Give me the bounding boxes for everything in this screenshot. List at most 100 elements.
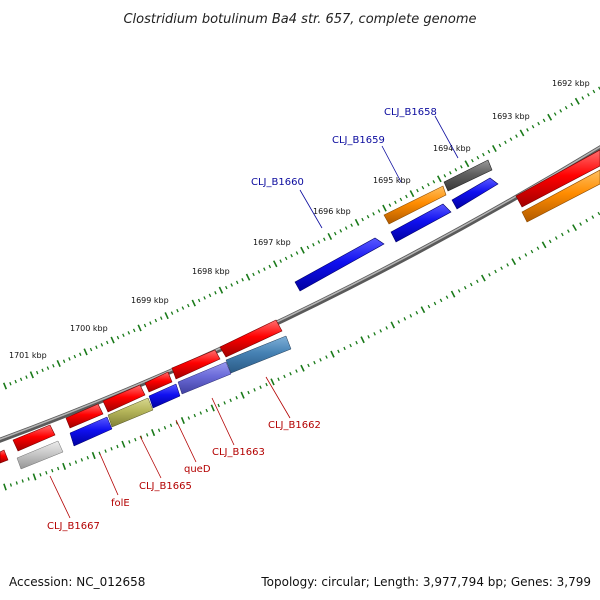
scale-tick — [327, 232, 333, 240]
scale-tick — [19, 377, 23, 382]
scale-tick — [581, 96, 585, 100]
scale-tick — [307, 363, 310, 368]
domain-box-olive[interactable] — [107, 397, 154, 428]
scale-tick — [457, 289, 461, 293]
scale-tick — [27, 477, 30, 481]
gene-clj-b1663[interactable] — [171, 349, 221, 380]
scale-tick — [476, 279, 479, 284]
gene-clj-b1658-ortholog[interactable] — [443, 159, 493, 192]
scale-tick — [427, 304, 431, 309]
scale-tick — [110, 447, 113, 451]
scale-tick — [151, 429, 156, 437]
gene-qued[interactable] — [144, 371, 173, 393]
scale-tick — [515, 134, 518, 138]
gene-label-clj-b1663[interactable]: CLJ_B1663 — [212, 447, 265, 458]
scale-tick — [506, 263, 509, 267]
scale-tick — [312, 243, 315, 247]
scale-tick — [245, 273, 251, 281]
gene-label-clj-b1660[interactable]: CLJ_B1660 — [251, 177, 304, 188]
scale-tick — [180, 416, 185, 425]
gene-label-clj-b1665[interactable]: CLJ_B1665 — [139, 481, 192, 492]
tick-label-1694: 1694 kbp — [433, 144, 471, 153]
scale-tick — [176, 308, 179, 313]
scale-tick — [397, 320, 401, 324]
gene-clj-b1659-ortholog[interactable] — [383, 185, 447, 225]
scale-tick — [488, 273, 491, 277]
domain-box-purple[interactable] — [177, 361, 232, 395]
tick-label-1696: 1696 kbp — [313, 207, 351, 216]
gene-clj-b1665[interactable] — [102, 384, 146, 413]
gene-left-edge[interactable] — [0, 449, 9, 464]
scale-tick — [344, 226, 348, 230]
map-title: Clostridium botulinum Ba4 str. 657, comp… — [123, 12, 476, 27]
gene-clj-b1660[interactable] — [294, 237, 385, 292]
scale-tick — [2, 382, 8, 390]
scale-tick — [445, 295, 449, 299]
scale-tick — [139, 435, 143, 440]
scale-tick — [169, 423, 173, 428]
scale-tick — [175, 421, 179, 425]
tick-label-1698: 1698 kbp — [192, 267, 230, 276]
scale-tick — [403, 317, 407, 321]
scale-tick — [526, 128, 529, 132]
scale-tick — [487, 149, 491, 154]
gene-label-clj-b1659[interactable]: CLJ_B1659 — [332, 135, 385, 146]
scale-tick — [106, 340, 109, 345]
gene-label-fole[interactable]: folE — [111, 498, 130, 509]
scale-tick — [279, 259, 282, 263]
tick-label-1701: 1701 kbp — [9, 351, 47, 360]
scale-tick — [235, 280, 239, 285]
scale-tick — [300, 364, 305, 372]
gene-label-qued[interactable]: queD — [184, 464, 211, 475]
scale-tick — [235, 396, 238, 400]
gene-fole[interactable] — [65, 403, 104, 429]
scale-tick — [360, 336, 365, 344]
gene-clj-b1659[interactable] — [390, 203, 452, 243]
gene-clj-b1667[interactable] — [12, 424, 56, 452]
gene-clj-b1662[interactable] — [219, 319, 283, 358]
scale-tick — [541, 241, 547, 249]
scale-tick — [415, 311, 419, 315]
scale-tick — [214, 291, 217, 295]
scale-tick — [79, 352, 82, 356]
scale-tick — [373, 332, 376, 336]
domain-box-blue[interactable] — [148, 383, 181, 409]
gene-right-red[interactable] — [515, 149, 600, 208]
scale-tick — [509, 137, 513, 141]
scale-tick — [181, 306, 185, 310]
scale-tick — [205, 408, 208, 413]
gene-label-clj-b1667[interactable]: CLJ_B1667 — [47, 521, 100, 532]
scale-tick — [89, 347, 93, 352]
tick-label-1700: 1700 kbp — [70, 324, 108, 333]
scale-tick — [295, 251, 299, 255]
scale-tick — [504, 140, 507, 145]
gene-right-orange[interactable] — [521, 169, 600, 223]
scale-tick — [554, 236, 558, 240]
scale-tick — [170, 311, 174, 315]
scale-tick — [100, 343, 104, 347]
scale-tick — [62, 359, 66, 363]
scale-tick — [355, 340, 358, 345]
scale-tick — [382, 204, 387, 212]
scale-tick — [197, 298, 201, 303]
scale-tick — [187, 416, 191, 420]
scale-tick — [290, 254, 293, 258]
scale-tick — [591, 215, 595, 219]
domain-box-blue-2[interactable] — [69, 416, 113, 447]
scale-tick — [46, 366, 50, 370]
domain-box-light[interactable] — [16, 440, 64, 470]
gene-clj-b1658[interactable] — [451, 177, 499, 210]
gene-label-clj-b1658[interactable]: CLJ_B1658 — [384, 107, 437, 118]
scale-tick — [469, 282, 473, 287]
scale-tick — [561, 232, 564, 237]
scale-tick — [29, 371, 34, 379]
scale-tick — [454, 168, 458, 172]
scale-tick — [405, 194, 408, 199]
scale-tick — [567, 229, 570, 233]
scale-tick — [110, 336, 115, 344]
gene-label-clj-b1662[interactable]: CLJ_B1662 — [268, 420, 321, 431]
scale-tick — [35, 370, 39, 375]
scale-tick — [51, 468, 54, 473]
domain-box-steel[interactable] — [225, 335, 292, 374]
scale-tick — [225, 285, 228, 290]
